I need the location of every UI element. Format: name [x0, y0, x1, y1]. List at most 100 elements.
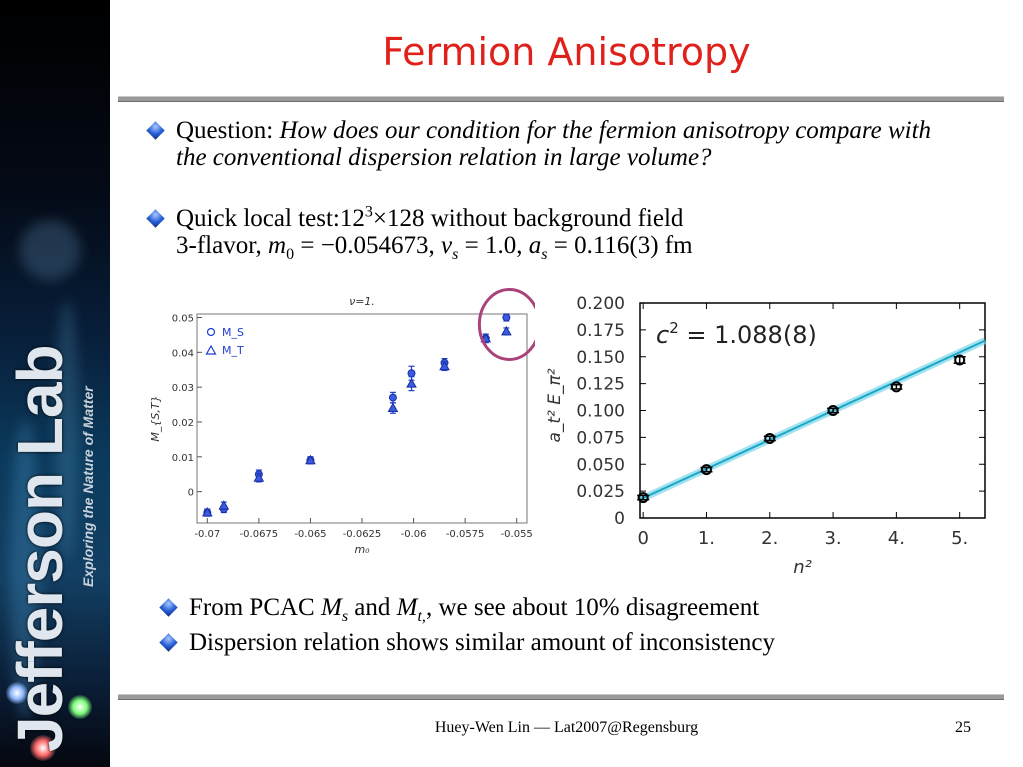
- data-point-mt: [201, 507, 213, 517]
- x-tick-label: -0.065: [294, 529, 326, 540]
- test-suffix: ×128 without background field: [372, 205, 684, 232]
- annotation-lhs: c: [656, 321, 669, 349]
- as-symbol: a: [528, 232, 542, 259]
- ms-subscript: s: [341, 608, 349, 625]
- data-point-ms: [502, 313, 511, 322]
- glow-orb-blue: [6, 682, 28, 704]
- y-tick-label: 0.02: [172, 418, 194, 429]
- plot-frame: [196, 313, 528, 524]
- y-tick-label: 0.150: [576, 348, 625, 368]
- footer-text: Huey-Wen Lin — Lat2007@Regensburg: [434, 719, 699, 736]
- question-text: How does our condition for the fermion a…: [176, 117, 932, 171]
- data-point: [637, 492, 649, 504]
- legend-triangle-marker: [205, 344, 217, 355]
- glow-orb-red: [30, 735, 56, 761]
- x-tick-label: 2.: [761, 528, 778, 549]
- flavor-prefix: 3-flavor,: [176, 232, 269, 259]
- ms-symbol: M: [320, 594, 342, 621]
- x-tick-label: -0.06: [401, 529, 427, 540]
- y-tick-label: 0.175: [576, 321, 625, 341]
- annotation-rhs: = 1.088(8): [679, 321, 817, 349]
- footer-divider: [118, 694, 1004, 700]
- bullet-diamond-icon: [146, 209, 165, 228]
- question-prefix: Question:: [176, 117, 280, 144]
- annotation-exponent: 2: [669, 319, 679, 337]
- pcac-and: and: [348, 594, 397, 621]
- data-point-ms: [407, 369, 416, 378]
- bullet-question: Question: How does our condition for the…: [146, 117, 956, 171]
- test-prefix: Quick local test:12: [176, 205, 365, 232]
- x-axis-label: m₀: [354, 543, 370, 556]
- x-tick-label: -0.0625: [343, 529, 382, 540]
- bullet-pcac: From PCAC Ms and Mt,, we see about 10% d…: [159, 594, 989, 625]
- y-tick-label: 0.125: [576, 375, 625, 395]
- as-subscript: s: [541, 246, 548, 263]
- x-tick-label: 3.: [824, 528, 841, 549]
- y-axis-label: a_t² E_π²: [545, 368, 565, 442]
- y-tick-label: 0.04: [172, 348, 194, 359]
- y-tick-label: 0.025: [576, 482, 625, 502]
- x-tick-label: 4.: [888, 528, 905, 549]
- sidebar-branding: Jefferson Lab Exploring the Nature of Ma…: [0, 0, 110, 767]
- mt-symbol: M: [396, 594, 418, 621]
- legend-entry: M_S: [222, 326, 244, 339]
- x-tick-label: -0.0575: [446, 529, 485, 540]
- data-point-ms: [388, 393, 397, 402]
- x-tick-label: -0.055: [501, 529, 533, 540]
- y-tick-label: 0.01: [172, 453, 194, 464]
- glow-orb-green: [68, 695, 92, 719]
- bullet-diamond-icon: [146, 121, 165, 140]
- pcac-mass-plot: ν=1. -0.07 -0.0675 -0.065 -0.0625 -0.06 -0.057…: [149, 287, 535, 556]
- pcac-prefix: From PCAC: [189, 594, 321, 621]
- data-point: [890, 381, 902, 393]
- test-exponent: 3: [364, 203, 373, 221]
- vs-value: = 1.0,: [458, 232, 529, 259]
- data-point-mt: [305, 454, 316, 465]
- m0-subscript: 0: [286, 246, 295, 263]
- data-point-mt: [439, 360, 450, 371]
- x-tick-label: 1.: [698, 528, 715, 549]
- bullet-diamond-icon: [159, 633, 178, 652]
- chart-title: ν=1.: [349, 295, 375, 308]
- bullet-dispersion: Dispersion relation shows similar amount…: [159, 629, 989, 656]
- title-divider: [118, 96, 1004, 102]
- m0-value: = −0.054673,: [294, 232, 442, 259]
- bullet-diamond-icon: [159, 598, 178, 617]
- brand-text: Jefferson Lab: [4, 345, 76, 752]
- y-tick-label: 0.05: [172, 313, 194, 324]
- y-tick-label: 0: [188, 488, 194, 499]
- y-axis-label: M_{S,T}: [149, 395, 162, 441]
- data-point: [700, 464, 712, 476]
- dispersion-plot: 0 1. 2. 3. 4. 5. 0 0.025 0.050 0.075 0.100 0.125 0.1…: [545, 294, 987, 578]
- fit-line: [639, 339, 986, 501]
- pcac-suffix: , we see about 10% disagreement: [425, 594, 760, 621]
- plot-frame: [639, 302, 986, 519]
- y-tick-label: 0.050: [576, 455, 625, 475]
- data-point: [954, 354, 966, 366]
- x-axis-label: n²: [793, 557, 812, 578]
- y-tick-label: 0: [614, 509, 625, 529]
- data-point-mt: [218, 500, 230, 510]
- legend-entry: M_T: [222, 344, 244, 357]
- vs-subscript: s: [452, 246, 459, 263]
- x-tick-label: 5.: [951, 528, 968, 549]
- y-tick-label: 0.200: [576, 294, 625, 314]
- vs-symbol: v: [441, 232, 453, 259]
- bullet-quick-test: Quick local test:123×128 without backgro…: [146, 203, 956, 263]
- page-number: 25: [955, 719, 971, 736]
- y-tick-label: 0.100: [576, 402, 625, 422]
- x-tick-label: -0.0675: [240, 529, 279, 540]
- chart-legend: M_S M_T: [205, 326, 244, 357]
- flavor-line: 3-flavor, m0 = −0.054673, vs = 1.0, as =…: [176, 232, 693, 263]
- dispersion-text: Dispersion relation shows similar amount…: [189, 629, 776, 656]
- data-point: [764, 432, 776, 444]
- data-point-mt: [406, 378, 417, 388]
- as-value: = 0.116(3) fm: [547, 232, 693, 259]
- m0-symbol: m: [268, 232, 287, 259]
- data-point: [827, 405, 839, 416]
- jefferson-lab-logo: Jefferson Lab Exploring the Nature of Ma…: [4, 345, 96, 752]
- y-tick-label: 0.03: [172, 383, 194, 394]
- data-point-mt: [387, 402, 399, 413]
- brand-tagline: Exploring the Nature of Matter: [80, 386, 96, 587]
- y-tick-label: 0.075: [576, 428, 625, 448]
